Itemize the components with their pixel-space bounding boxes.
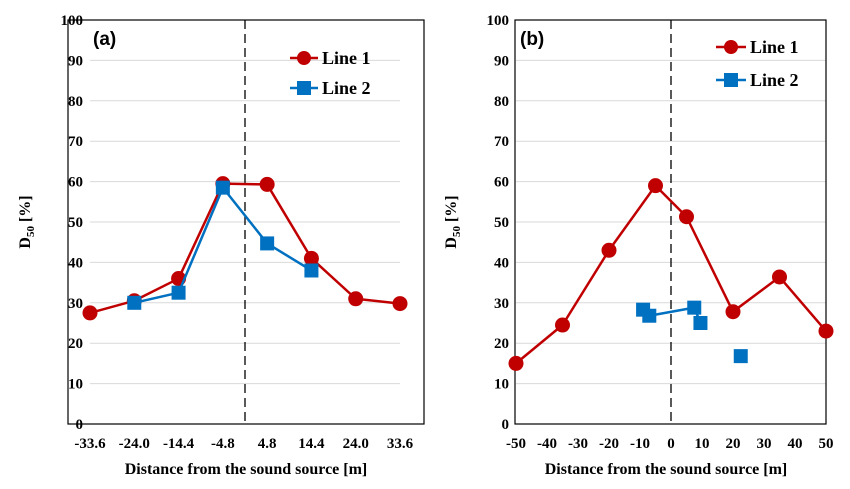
panel-b-label: (b) [520, 29, 544, 50]
panel-b-y-axis-label: D50 [%] [443, 195, 463, 248]
panel-b-legend-line2-label: Line 2 [750, 70, 799, 90]
panel-b-y-tick-label-10: 10 [494, 377, 509, 393]
panel-b-legend-line1-marker [724, 40, 738, 54]
panel-a-series1-point-6 [348, 291, 364, 307]
panel-a-x-tick-label-1: -24.0 [119, 436, 150, 452]
panel-b-y-ticks: 0 10 20 30 40 50 60 70 80 90 100 [487, 13, 510, 433]
panel-a-series1-point-0 [82, 305, 98, 321]
panel-b-y-tick-label-60: 60 [494, 175, 509, 191]
panel-a-series1-line-0 [89, 182, 401, 315]
panel-a-legend-line1-label: Line 1 [322, 48, 371, 68]
panel-a-plot-frame [67, 19, 425, 425]
panel-a-legend-line2-marker [297, 81, 311, 95]
panel-b-legend: Line 1 Line 2 [716, 37, 799, 90]
panel-a-x-tick-label-5: 14.4 [298, 436, 325, 452]
panel-a-x-tick-label-0: -33.6 [74, 436, 106, 452]
panel-b-series1-point-2 [601, 242, 617, 258]
panel-a-x-tick-label-4: 4.8 [258, 436, 277, 452]
panel-a-chart: 0 10 20 30 40 50 60 70 80 90 100 -33.6 -24.0 -14.4 -4… [17, 13, 425, 478]
panel-b-series2-point-3 [693, 316, 708, 330]
panel-b-y-label-unit: [%] [443, 195, 460, 222]
panel-b-series1-line-0 [515, 184, 827, 365]
panel-a-y-label-sub: 50 [25, 226, 37, 238]
panel-a-x-axis-label: Distance from the sound source [m] [125, 461, 368, 478]
panel-a-x-tick-label-3: -4.8 [211, 436, 235, 452]
panel-b-x-tick-label-1: -40 [537, 436, 557, 452]
panel-a-y-tick-label-90: 90 [68, 53, 83, 69]
panel-a-y-tick-label-60: 60 [68, 175, 83, 191]
panel-a-series1-point-4 [259, 176, 275, 192]
panel-b-x-axis-label: Distance from the sound source [m] [545, 461, 788, 478]
panel-a-series2-point-3 [260, 236, 275, 251]
panel-b-y-tick-label-80: 80 [494, 94, 509, 110]
panel-a-y-ticks: 0 10 20 30 40 50 60 70 80 90 100 [61, 13, 84, 433]
panel-b-series1-point-7 [818, 323, 834, 339]
panel-a-y-tick-label-40: 40 [68, 255, 83, 271]
panel-b-y-tick-label-20: 20 [494, 336, 509, 352]
panel-b-x-tick-label-7: 20 [726, 436, 741, 452]
panel-b-x-tick-label-10: 50 [819, 436, 834, 452]
panel-b-y-label-sub: 50 [451, 226, 463, 238]
panel-a-y-axis-label: D50 [%] [17, 195, 37, 248]
panel-a-x-tick-label-6: 24.0 [343, 436, 369, 452]
panel-a-y-label-main: D [17, 237, 34, 249]
panel-b-chart: 0 10 20 30 40 50 60 70 80 90 100 -50 -40 -30 -20 -10 0 1… [443, 13, 834, 478]
panel-a-x-tick-label-7: 33.6 [387, 436, 414, 452]
panel-b-y-tick-label-30: 30 [494, 296, 509, 312]
panel-b-x-tick-label-3: -20 [599, 436, 619, 452]
panel-b-x-tick-label-8: 30 [757, 436, 772, 452]
panel-b-series1-point-6 [772, 269, 787, 285]
panel-b-y-tick-label-50: 50 [494, 215, 509, 231]
panel-b-series1-point-5 [725, 304, 741, 320]
panel-a-y-tick-label-20: 20 [68, 336, 83, 352]
panel-b-x-tick-label-2: -30 [568, 436, 588, 452]
panel-a-legend-line1-marker [297, 51, 311, 65]
panel-a-y-tick-label-0: 0 [76, 417, 84, 433]
panel-b-y-tick-label-0: 0 [502, 417, 510, 433]
panel-b-x-tick-label-9: 40 [788, 436, 803, 452]
panel-b-y-tick-label-90: 90 [494, 53, 509, 69]
panel-b-series2-point-1 [642, 308, 657, 323]
panel-a-series [82, 176, 408, 321]
panel-b-series1-point-1 [555, 317, 570, 333]
panel-a-label: (a) [93, 29, 116, 50]
panel-b-series [508, 178, 834, 371]
panel-b-y-tick-label-40: 40 [494, 255, 509, 271]
panel-b-legend-line1-label: Line 1 [750, 37, 799, 57]
panel-a-series1-point-7 [392, 296, 408, 312]
panel-a-legend-line2-label: Line 2 [322, 78, 371, 98]
panel-a-y-tick-label-50: 50 [68, 215, 83, 231]
panel-a-series2-point-1 [171, 285, 186, 300]
panel-a-series1-point-5 [303, 250, 319, 266]
panel-b-y-tick-label-70: 70 [494, 134, 509, 150]
panel-b-x-tick-label-0: -50 [506, 436, 526, 452]
panel-b-legend-line2-marker [724, 73, 738, 87]
panel-b-x-ticks: -50 -40 -30 -20 -10 0 10 20 30 40 50 [506, 436, 834, 452]
panel-a-x-ticks: -33.6 -24.0 -14.4 -4.8 4.8 14.4 24.0 33.6 [74, 436, 413, 452]
panel-b-series1-point-0 [508, 355, 524, 371]
panel-b-x-tick-label-6: 10 [695, 436, 710, 452]
panel-a-y-tick-label-100: 100 [61, 13, 84, 29]
panel-a-y-tick-label-80: 80 [68, 94, 83, 110]
panel-a-series2-point-0 [127, 295, 142, 310]
panel-b-series2-point-4 [733, 349, 748, 364]
panel-b-y-tick-label-100: 100 [487, 13, 510, 29]
panel-a-legend: Line 1 Line 2 [290, 48, 371, 98]
panel-b-series1-point-4 [679, 209, 694, 225]
panel-a-series2-line-0 [134, 186, 313, 305]
panel-a-y-label-unit: [%] [17, 195, 34, 222]
panel-a-series2-point-4 [304, 263, 319, 278]
panel-a-y-tick-label-10: 10 [68, 377, 83, 393]
panel-a-y-tick-label-30: 30 [68, 296, 83, 312]
panel-b-x-tick-label-5: 0 [667, 436, 675, 452]
panel-a-y-tick-label-70: 70 [68, 134, 83, 150]
panel-a-series2-point-2 [215, 180, 230, 195]
panel-a-x-tick-label-2: -14.4 [163, 436, 195, 452]
panel-b-series2-point-2 [687, 300, 702, 315]
panel-b-y-label-main: D [443, 237, 460, 249]
panel-b-series1-point-3 [648, 178, 663, 194]
panel-b-x-tick-label-4: -10 [630, 436, 650, 452]
